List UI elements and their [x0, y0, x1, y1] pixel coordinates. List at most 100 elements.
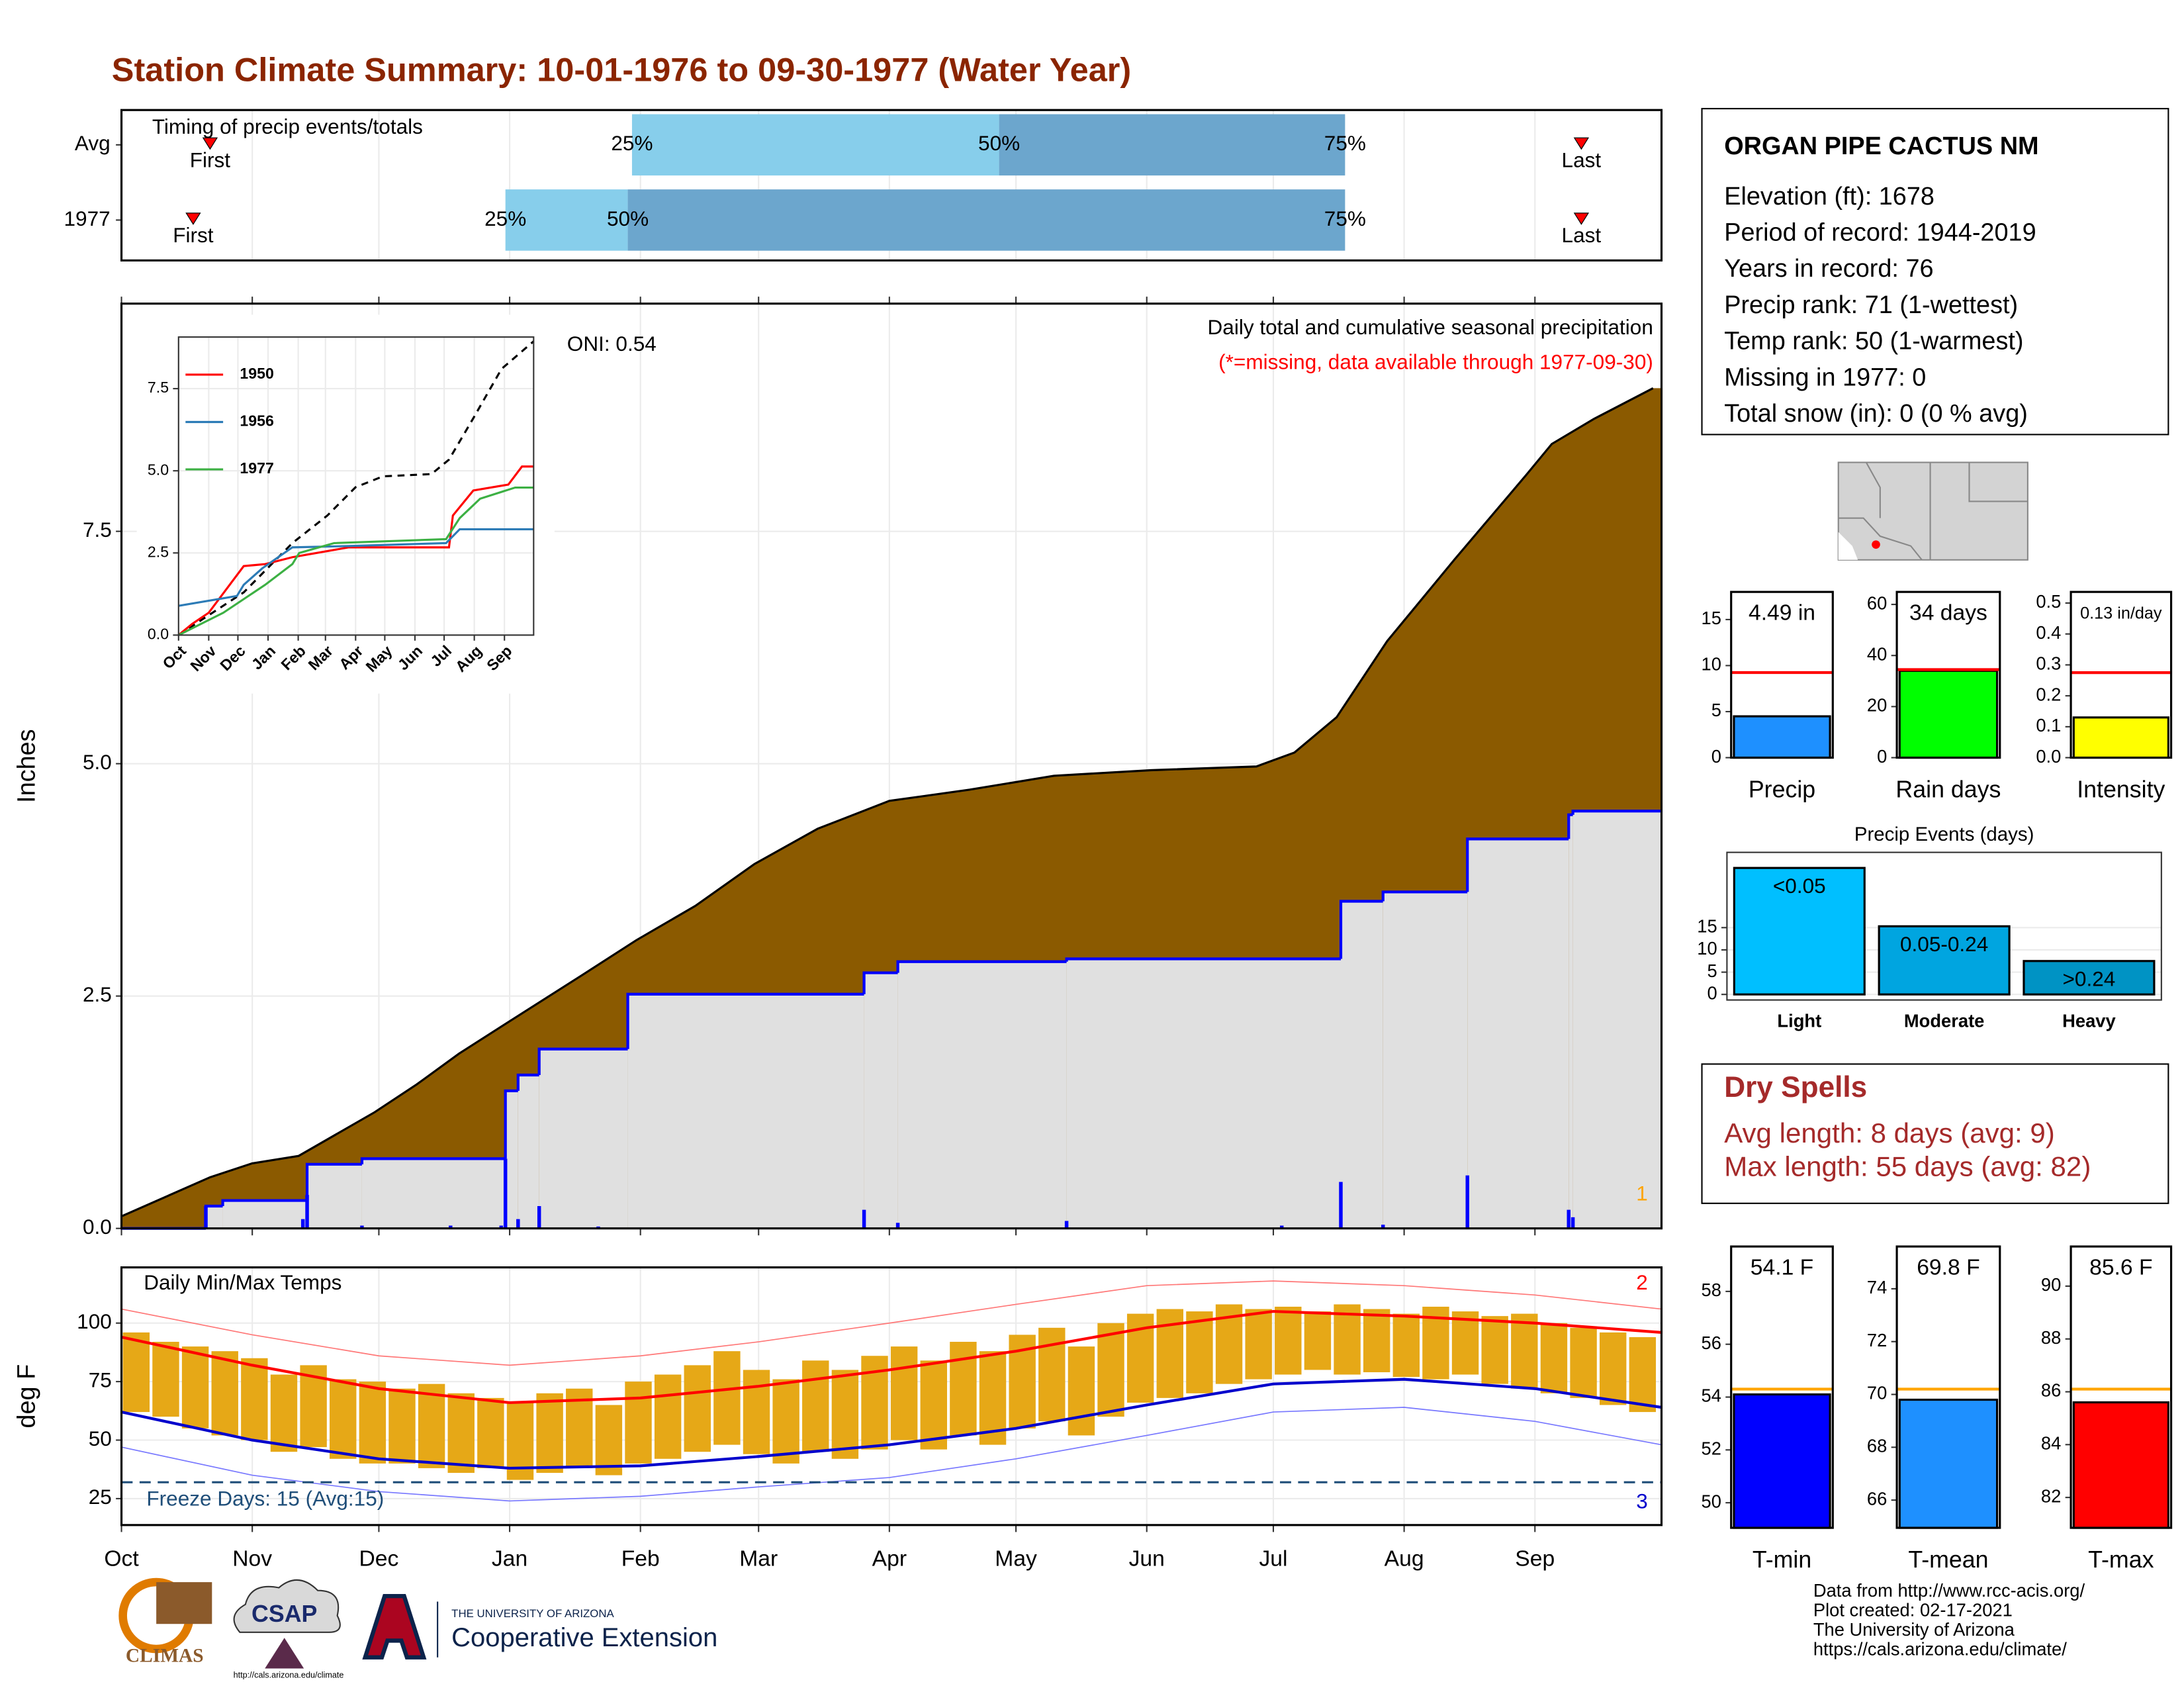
temp-range-bar [890, 1346, 918, 1440]
timeline-title: Timing of precip events/totals [152, 115, 423, 138]
dry-spells-box [1701, 1063, 2169, 1204]
y-tick-label: 0.4 [2036, 622, 2061, 643]
event-marker [1573, 137, 1590, 150]
ua-logo: THE UNIVERSITY OF ARIZONA Cooperative Ex… [362, 1593, 717, 1660]
temp-range-bar [1629, 1336, 1657, 1413]
line-series [121, 1378, 1662, 1470]
step-line [305, 1162, 362, 1201]
step-line [862, 971, 898, 994]
daily-bar [1064, 1221, 1069, 1229]
plot-frame [120, 1266, 1663, 1526]
temp-range-bar [447, 1393, 475, 1474]
y-tick-label: 15 [1697, 916, 1717, 937]
temp-range-bar [152, 1342, 179, 1417]
temp-range-bar [330, 1379, 357, 1459]
station-name: ORGAN PIPE CACTUS NM [1724, 132, 2038, 160]
x-tick-label: Nov [232, 1546, 272, 1571]
y-tick-label: 72 [1867, 1330, 1887, 1350]
quantile-label: 75% [1324, 131, 1366, 155]
daily-bar [895, 1223, 900, 1229]
step-line [1065, 957, 1341, 962]
temp-range-bar [831, 1370, 859, 1459]
plot-frame [1726, 851, 2162, 1001]
daily-bar [1570, 1217, 1575, 1229]
row-label: 1977 [64, 207, 111, 230]
step-line [516, 1073, 539, 1091]
step-line [360, 1157, 506, 1164]
y-tick-label: 82 [2041, 1485, 2061, 1506]
line-series [121, 1407, 1662, 1502]
legend-label: 1977 [240, 459, 273, 477]
line-series [178, 486, 534, 636]
step-fill [1066, 959, 1341, 1229]
y-tick-label: 60 [1867, 592, 1887, 613]
quantile-label: 25% [484, 207, 526, 230]
ua-small: THE UNIVERSITY OF ARIZONA [451, 1607, 614, 1620]
y-tick-label: 2.5 [83, 982, 112, 1006]
bar [1878, 925, 2011, 996]
y-tick-label: 7.5 [148, 379, 169, 396]
temp-range-bar [1068, 1346, 1095, 1436]
temp-range-bar [950, 1342, 977, 1436]
x-tick-label: Mar [739, 1546, 778, 1571]
step-line [1339, 900, 1383, 959]
plot-frame [120, 303, 1663, 1230]
temp-range-bar [1304, 1311, 1332, 1370]
logo-block [156, 1582, 212, 1624]
freeze-label: Freeze Days: 15 (Avg:15) [146, 1486, 384, 1510]
station-line: Total snow (in): 0 (0 % avg) [1724, 400, 2028, 428]
csap-logo: CSAP http://cals.arizona.edu/climate [233, 1579, 343, 1679]
temp-range-bar [1275, 1306, 1302, 1375]
corner-label: 3 [1636, 1489, 1648, 1513]
step-fill [518, 1075, 539, 1229]
subtitle: Daily total and cumulative seasonal prec… [1208, 315, 1653, 339]
value-label: 0.13 in/day [2080, 604, 2162, 623]
temp-range-bar [713, 1351, 741, 1445]
temp-range-bar [595, 1405, 623, 1476]
plot-frame [1730, 590, 1834, 759]
y-tick-label: 10 [1702, 654, 1721, 675]
y-axis-label: Inches [13, 729, 41, 803]
x-tick-label: Feb [621, 1546, 660, 1571]
daily-bar [305, 1195, 309, 1229]
y-tick-label: 54 [1702, 1385, 1721, 1406]
temp-range-bar [1245, 1309, 1272, 1380]
daily-bar [516, 1219, 520, 1229]
x-tick-label: Dec [359, 1546, 399, 1571]
step-fill [361, 1158, 506, 1229]
temp-range-bar [743, 1370, 770, 1454]
temp-range-bar [1570, 1327, 1597, 1398]
map-area [1837, 461, 2028, 561]
bar-label: >0.24 [2063, 967, 2116, 991]
x-tick-label: Jan [492, 1546, 527, 1571]
step-line [1381, 890, 1468, 902]
step-fill [539, 1049, 628, 1229]
ua-a [362, 1593, 427, 1660]
chart-title: Precip Events (days) [1854, 823, 2034, 845]
station-line: Period of record: 1944-2019 [1724, 218, 2036, 246]
y-tick-label: 20 [1867, 695, 1887, 716]
value-label: 54.1 F [1751, 1256, 1813, 1280]
cloud [233, 1579, 341, 1633]
ua-large: Cooperative Extension [451, 1623, 717, 1652]
bar [1733, 867, 1866, 996]
oni-label: ONI: 0.54 [567, 332, 657, 355]
bar-label: <0.05 [1773, 874, 1826, 898]
temp-range-bar [802, 1360, 829, 1452]
y-tick-label: 0.0 [2036, 746, 2061, 767]
y-tick-label: 90 [2041, 1274, 2061, 1295]
daily-bar [204, 1205, 208, 1229]
map-sea [1838, 532, 1858, 560]
temp-range-bar [1599, 1332, 1627, 1405]
bar [2072, 1401, 2169, 1529]
step-fill [1467, 839, 1569, 1229]
y-axis-label: deg F [13, 1364, 41, 1429]
step-fill [897, 961, 1067, 1229]
step-line [626, 992, 864, 1049]
credit-line: Plot created: 02-17-2021 [1813, 1600, 2013, 1620]
y-tick-label: 68 [1867, 1436, 1887, 1456]
temp-range-bar [181, 1346, 209, 1429]
temp-range-bar [1392, 1313, 1420, 1378]
main-title: Station Climate Summary: 10-01-1976 to 0… [112, 51, 1131, 89]
